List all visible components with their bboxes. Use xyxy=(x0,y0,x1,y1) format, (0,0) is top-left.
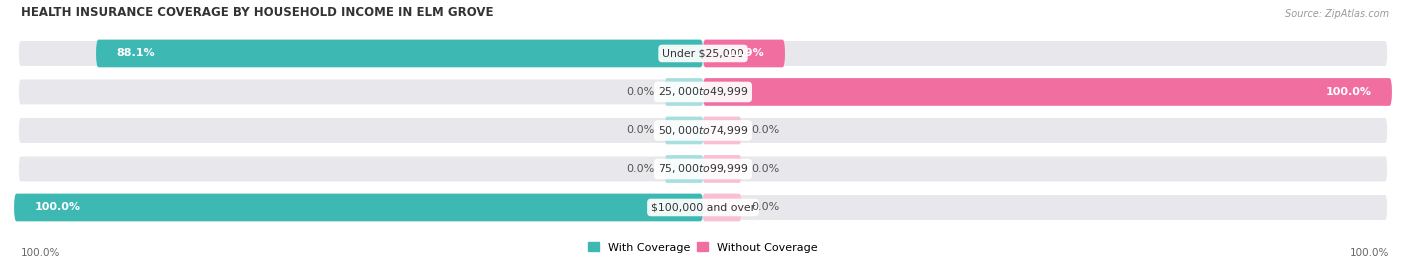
Text: $25,000 to $49,999: $25,000 to $49,999 xyxy=(658,86,748,98)
Text: HEALTH INSURANCE COVERAGE BY HOUSEHOLD INCOME IN ELM GROVE: HEALTH INSURANCE COVERAGE BY HOUSEHOLD I… xyxy=(21,6,494,19)
FancyBboxPatch shape xyxy=(665,155,703,183)
Text: 0.0%: 0.0% xyxy=(627,125,655,136)
Text: 0.0%: 0.0% xyxy=(751,203,779,213)
Text: 100.0%: 100.0% xyxy=(1350,248,1389,258)
FancyBboxPatch shape xyxy=(96,40,703,67)
Text: $100,000 and over: $100,000 and over xyxy=(651,203,755,213)
FancyBboxPatch shape xyxy=(703,116,741,144)
FancyBboxPatch shape xyxy=(17,78,1389,106)
Text: 0.0%: 0.0% xyxy=(627,164,655,174)
Text: 0.0%: 0.0% xyxy=(751,125,779,136)
Text: 11.9%: 11.9% xyxy=(725,48,765,58)
Text: 100.0%: 100.0% xyxy=(35,203,80,213)
FancyBboxPatch shape xyxy=(703,40,785,67)
FancyBboxPatch shape xyxy=(703,194,741,221)
FancyBboxPatch shape xyxy=(665,78,703,106)
Text: 100.0%: 100.0% xyxy=(1326,87,1371,97)
FancyBboxPatch shape xyxy=(17,40,1389,67)
Text: 88.1%: 88.1% xyxy=(117,48,155,58)
Text: $50,000 to $74,999: $50,000 to $74,999 xyxy=(658,124,748,137)
FancyBboxPatch shape xyxy=(703,155,741,183)
FancyBboxPatch shape xyxy=(703,78,1392,106)
FancyBboxPatch shape xyxy=(17,116,1389,144)
Text: Under $25,000: Under $25,000 xyxy=(662,48,744,58)
Text: 100.0%: 100.0% xyxy=(21,248,60,258)
FancyBboxPatch shape xyxy=(14,194,703,221)
FancyBboxPatch shape xyxy=(17,155,1389,183)
Text: 0.0%: 0.0% xyxy=(627,87,655,97)
Text: $75,000 to $99,999: $75,000 to $99,999 xyxy=(658,162,748,175)
FancyBboxPatch shape xyxy=(665,116,703,144)
FancyBboxPatch shape xyxy=(17,194,1389,221)
Text: 0.0%: 0.0% xyxy=(751,164,779,174)
Text: Source: ZipAtlas.com: Source: ZipAtlas.com xyxy=(1285,9,1389,19)
Legend: With Coverage, Without Coverage: With Coverage, Without Coverage xyxy=(588,242,818,253)
